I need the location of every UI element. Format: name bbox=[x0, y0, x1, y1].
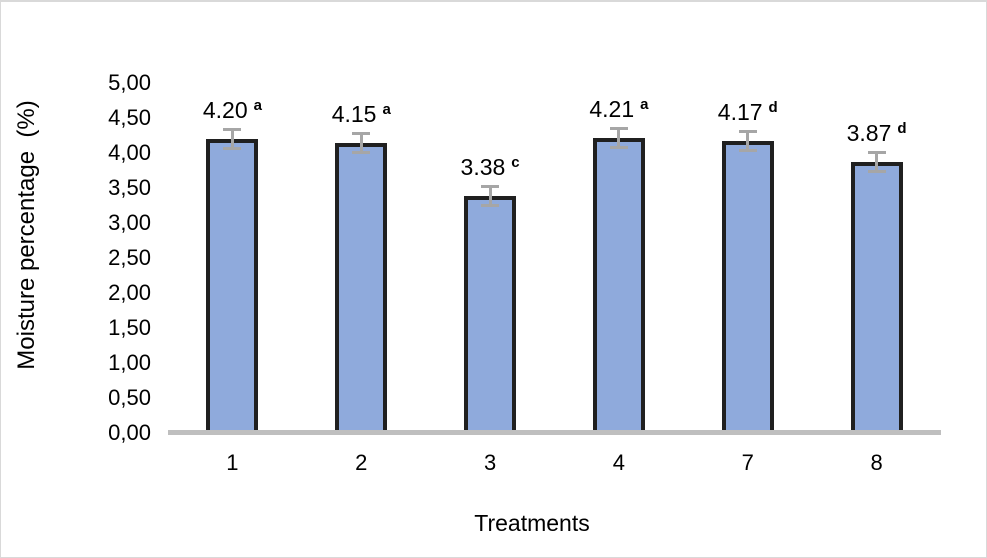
error-bar-line bbox=[359, 131, 363, 154]
y-tick-label: 3,50 bbox=[108, 175, 151, 200]
x-tick-label: 3 bbox=[483, 450, 497, 475]
y-tick-label: 1,50 bbox=[108, 315, 151, 340]
x-tick-label: 1 bbox=[226, 450, 239, 475]
error-bar bbox=[738, 130, 757, 153]
y-tick-label: 1,00 bbox=[108, 350, 151, 375]
y-tick-label: 0,00 bbox=[108, 420, 151, 445]
bar-value: 3.87 bbox=[846, 120, 892, 147]
bar bbox=[850, 162, 903, 433]
significance-letter: d bbox=[897, 120, 907, 138]
x-tick-label: 8 bbox=[870, 450, 883, 475]
error-bar-line bbox=[488, 185, 492, 208]
y-tick-label: 4,00 bbox=[108, 140, 151, 165]
bar-value-label: 4.17 d bbox=[718, 99, 778, 129]
error-bar bbox=[481, 185, 500, 208]
bar bbox=[464, 196, 517, 433]
bar-value: 4.20 bbox=[202, 97, 248, 123]
x-tick-label: 2 bbox=[355, 450, 368, 475]
error-bar bbox=[352, 131, 371, 154]
error-bar-line bbox=[746, 130, 750, 153]
bar-value: 4.17 bbox=[717, 99, 763, 126]
significance-letter: a bbox=[640, 96, 649, 114]
y-tick-label: 3,00 bbox=[108, 210, 151, 235]
bar bbox=[721, 141, 774, 433]
y-tick-label: 2,50 bbox=[108, 245, 151, 270]
error-bar-line bbox=[875, 151, 879, 174]
significance-letter: a bbox=[382, 100, 391, 118]
bar-value-label: 4.15 a bbox=[332, 101, 391, 131]
y-tick-label: 4,50 bbox=[108, 105, 151, 130]
x-tick-label: 4 bbox=[612, 450, 626, 475]
y-tick-label: 0,50 bbox=[108, 385, 151, 410]
bar-value-label: 4.20 a bbox=[203, 97, 262, 127]
significance-letter: a bbox=[253, 97, 262, 114]
bar-value: 4.21 bbox=[589, 96, 635, 123]
x-axis-title: Treatments bbox=[474, 510, 590, 536]
error-bar bbox=[867, 151, 886, 174]
error-bar-line bbox=[617, 127, 621, 150]
error-bar-line bbox=[230, 128, 234, 150]
y-tick-label: 2,00 bbox=[108, 280, 151, 305]
bar-value: 4.15 bbox=[331, 100, 377, 127]
bar bbox=[206, 139, 259, 433]
error-bar bbox=[223, 128, 242, 150]
significance-letter: d bbox=[768, 99, 778, 117]
bar-value-label: 3.38 c bbox=[461, 154, 520, 184]
bar-value-label: 4.21 a bbox=[589, 96, 648, 126]
y-tick-label: 5,00 bbox=[108, 70, 151, 95]
bar bbox=[592, 138, 645, 433]
x-axis-line bbox=[168, 430, 941, 435]
x-tick-label: 7 bbox=[741, 450, 754, 475]
error-bar bbox=[609, 127, 628, 150]
bar-value: 3.38 bbox=[460, 154, 506, 181]
significance-letter: c bbox=[511, 154, 520, 172]
bar-value-label: 3.87 d bbox=[847, 120, 907, 150]
bar bbox=[335, 142, 388, 433]
